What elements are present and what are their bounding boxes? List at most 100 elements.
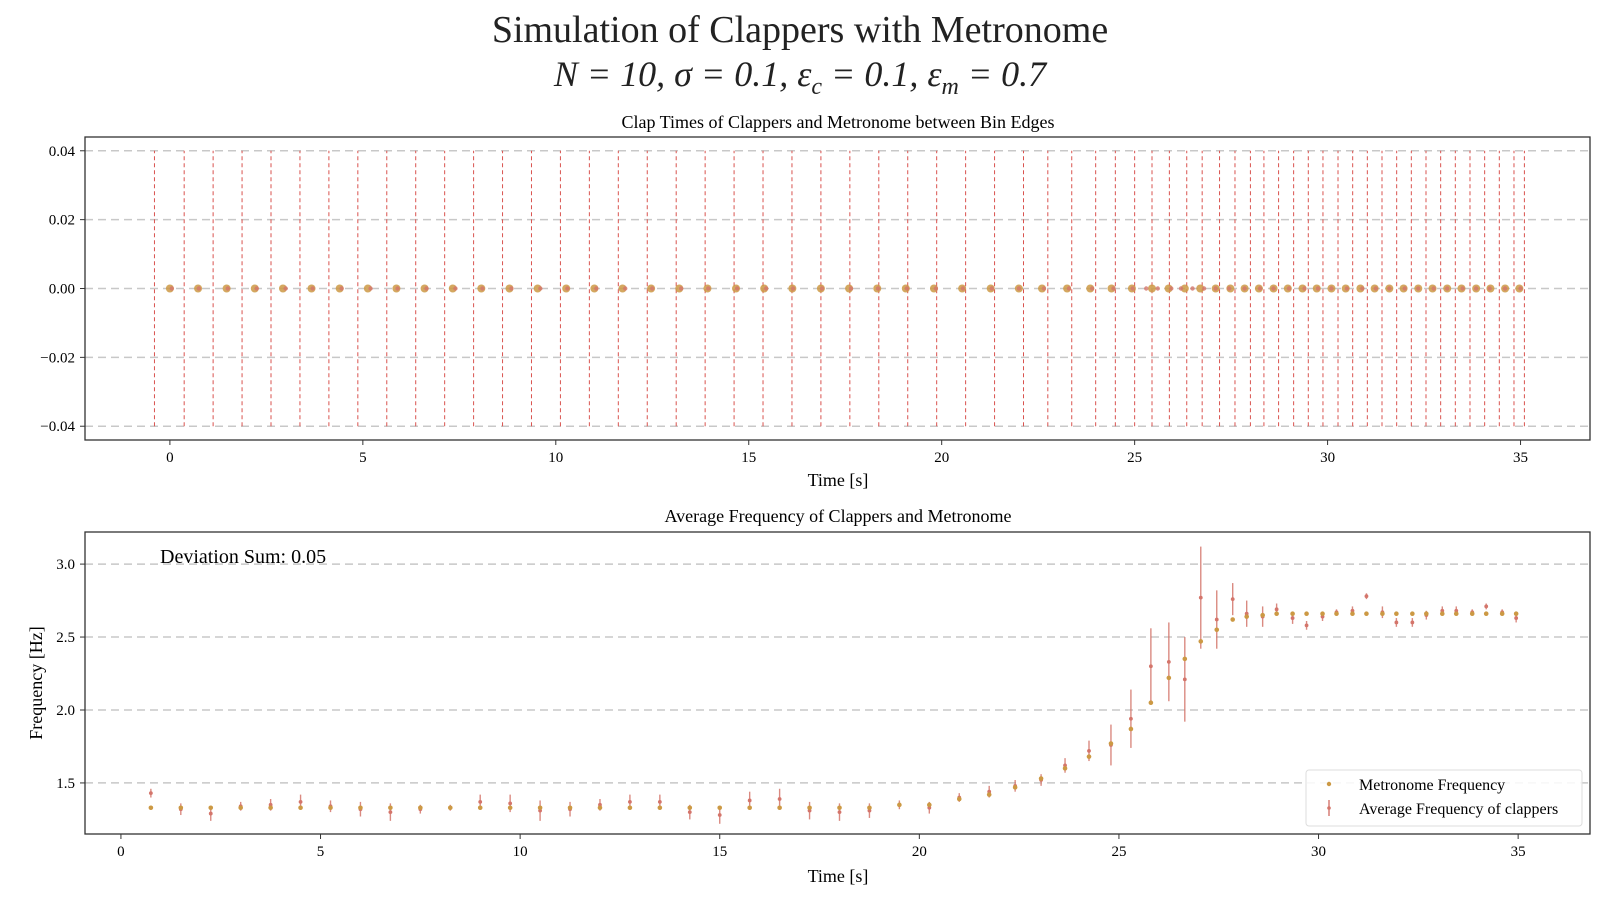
figure-title: Simulation of Clappers with Metronome N … [0,8,1600,109]
metronome-frequency-point [238,805,243,811]
clapper-clap-point [623,286,628,291]
y-tick-label: −0.02 [40,350,75,366]
clapper-clap-point [1344,286,1350,291]
clapper-frequency-point [388,810,393,815]
clapper-clap-point [679,286,684,291]
clapper-frequency-point [1364,594,1369,599]
clapper-clap-point [196,286,202,291]
metronome-frequency-point [418,805,423,811]
deviation-sum-annotation: Deviation Sum: 0.05 [160,546,326,568]
clapper-frequency-point [148,791,153,796]
clapper-clap-point [1226,286,1232,291]
clapper-frequency-point [1214,617,1219,622]
metronome-frequency-point [717,805,723,811]
clapper-clap-point [1016,286,1022,291]
legend-metronome-marker [1326,781,1332,787]
clapper-clap-point [734,286,740,291]
clapper-clap-point [1201,286,1207,291]
clap-times-x-ticks: 0 5 10 15 20 25 30 35 [166,440,1528,466]
clapper-clap-point [989,286,995,291]
metronome-frequency-point [897,802,902,808]
clapper-clap-point [1431,286,1436,291]
clapper-frequency-point [687,810,692,815]
x-tick-label: 5 [359,450,367,466]
param-sigma: 0.1 [734,54,780,94]
clapper-clap-point [283,286,288,291]
clapper-clap-point [1155,286,1160,291]
clapper-clap-point [565,286,570,291]
metronome-frequency-point [268,805,273,811]
x-tick-label: 30 [1311,844,1326,860]
clapper-claps [169,286,1523,291]
clapper-clap-point [594,286,599,291]
clapper-frequency-point [208,811,213,816]
metronome-frequency-points [148,611,1519,811]
metronome-frequency-point [567,805,573,811]
metronome-frequency-point [1260,612,1265,618]
metronome-frequency-point [927,802,932,808]
y-tick-label: 2.5 [56,630,75,646]
avg-frequency-title: Average Frequency of Clappers and Metron… [664,506,1011,526]
param-eps-m: 0.7 [1001,54,1047,94]
metronome-frequency-point [1244,614,1249,619]
clapper-frequency-point [777,797,782,801]
clapper-frequency-point [837,810,842,815]
metronome-frequency-point [657,805,663,811]
legend-clapper-label: Average Frequency of clappers [1359,801,1558,818]
metronome-frequency-point [1364,611,1369,617]
metronome-frequency-point [837,805,842,811]
clapper-clap-point [875,286,881,291]
metronome-frequency-point [1182,656,1188,662]
metronome-frequency-point [1290,611,1295,617]
y-tick-label: −0.04 [40,419,75,435]
clapper-clap-point [310,286,315,291]
clapper-frequency-point [1230,597,1235,602]
metronome-clap-point [1196,284,1205,293]
metronome-frequency-point [148,805,154,811]
x-tick-label: 15 [741,450,756,466]
clapper-clap-point [1315,286,1321,291]
clapper-clap-point [1111,286,1116,291]
clapper-clap-point [254,286,259,291]
clap-times-x-label: Time [s] [808,470,869,490]
clapper-clap-point [1387,286,1392,291]
clapper-clap-point [1360,286,1365,291]
metronome-frequency-point [1198,639,1204,644]
clapper-frequency-point [1394,620,1399,625]
x-tick-label: 10 [513,844,528,860]
metronome-frequency-point [328,805,333,811]
clapper-clap-point [1402,286,1407,291]
metronome-frequency-point [1012,785,1018,790]
metronome-frequency-point [1214,627,1220,633]
clapper-clap-point [453,286,458,291]
y-tick-label: 0.02 [49,213,75,229]
metronome-frequency-point [867,805,872,811]
x-tick-label: 10 [548,450,563,466]
x-tick-label: 15 [712,844,727,860]
metronome-frequency-point [1230,617,1236,622]
metronome-frequency-point [627,805,633,811]
clapper-clap-point [480,286,485,291]
clapper-frequency-point [1274,607,1279,612]
clapper-clap-point [960,286,966,291]
metronome-frequency-point [1086,754,1092,759]
avg-frequency-y-ticks: 1.5 2.0 2.5 3.0 [56,557,85,792]
y-tick-label: 2.0 [56,703,75,719]
figure-params: N = 10, σ = 0.1, εc = 0.1, εm = 0.7 [553,54,1047,101]
metronome-frequency-point [1274,611,1279,617]
clapper-frequency-point [747,798,752,803]
metronome-frequency-point [777,805,782,811]
metronome-frequency-point [388,805,393,811]
legend-clapper-marker [1327,806,1331,810]
clapper-clap-point [1487,286,1492,291]
clapper-frequency-point [1484,604,1489,609]
clapper-clap-point [169,286,175,291]
param-n: 10 [620,54,657,94]
metronome-frequency-point [477,805,483,811]
clapper-frequency-point [1514,616,1519,620]
x-tick-label: 0 [117,844,125,860]
clapper-clap-point [1286,286,1292,291]
clapper-clap-point [538,286,543,291]
x-tick-label: 25 [1111,844,1126,860]
y-tick-label: 0.04 [49,144,76,160]
